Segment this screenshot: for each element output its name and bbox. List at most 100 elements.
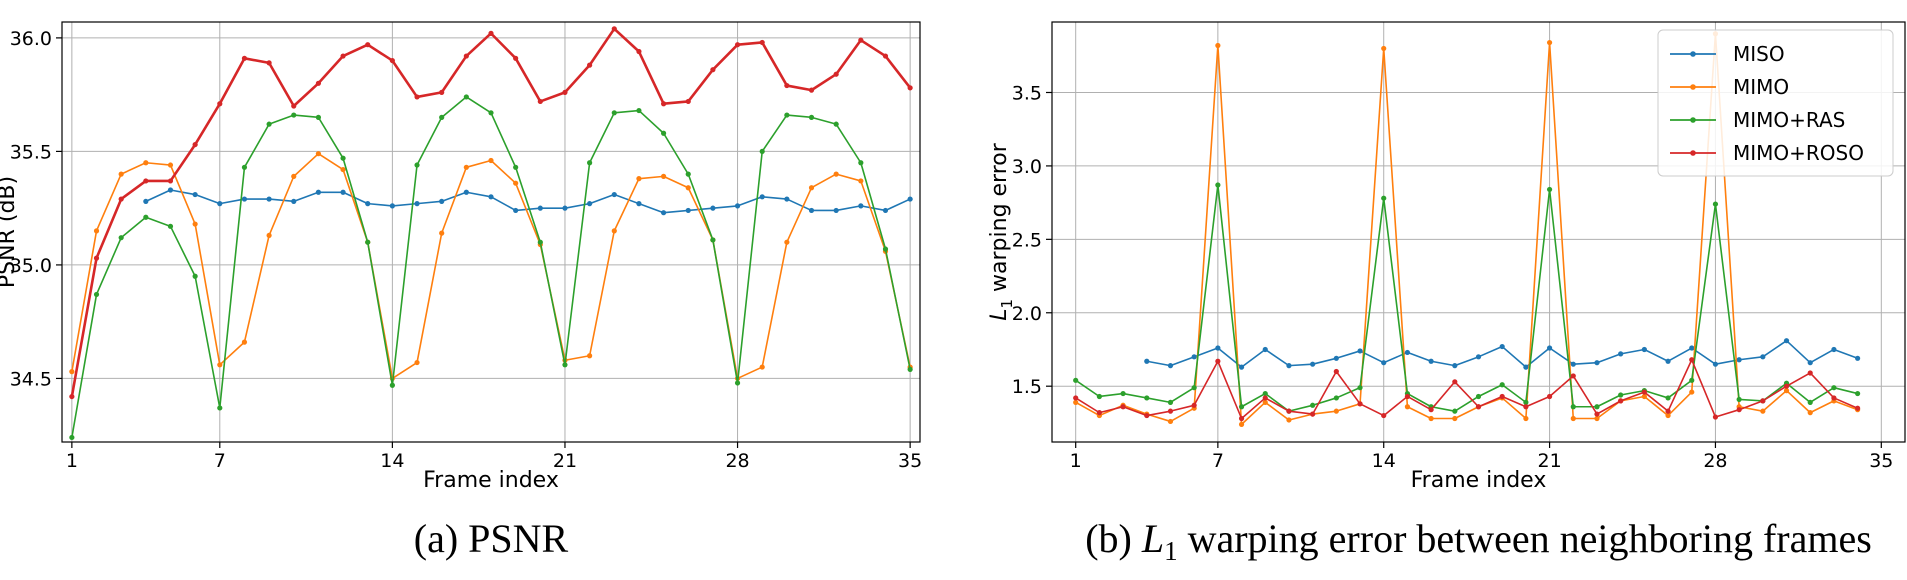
data-point	[1523, 364, 1529, 370]
data-point	[513, 207, 519, 214]
data-point	[1665, 412, 1671, 419]
data-point	[69, 393, 75, 400]
data-point	[1262, 399, 1268, 405]
data-point	[315, 114, 322, 120]
data-point	[1546, 39, 1553, 46]
data-point	[1428, 358, 1434, 364]
data-point	[1475, 393, 1482, 400]
grid-lines	[62, 22, 920, 442]
data-point	[463, 94, 469, 100]
figure-caption: (a) PSNR	[414, 516, 569, 561]
series-mimo-ras	[1073, 182, 1861, 414]
warping-chart: 1 7 14 21 28 35 1.5 2.0 2.5 3.0 3.5 Frame index L1 w…	[987, 21, 1906, 566]
data-point	[365, 42, 371, 48]
data-point	[1357, 385, 1363, 391]
data-point	[1831, 346, 1837, 353]
legend-label: MIMO+RAS	[1733, 108, 1845, 132]
data-point	[882, 207, 889, 214]
data-point	[784, 112, 790, 118]
data-point	[858, 203, 864, 209]
data-point	[217, 101, 223, 107]
data-point	[241, 196, 248, 202]
data-point	[1594, 411, 1600, 417]
data-point	[1783, 383, 1790, 389]
data-point	[636, 107, 642, 114]
data-point	[1167, 363, 1174, 369]
x-tick-label: 14	[380, 450, 404, 472]
legend-marker	[1690, 150, 1696, 156]
data-point	[1262, 395, 1268, 401]
data-point	[685, 185, 691, 191]
y-tick-label: 2.5	[1012, 229, 1042, 251]
data-point	[611, 110, 617, 116]
series-line	[70, 27, 912, 397]
data-point	[562, 205, 568, 211]
data-point	[636, 201, 642, 207]
data-point	[808, 87, 815, 93]
plot-frame	[1051, 21, 1906, 443]
data-point	[858, 178, 864, 184]
data-point	[414, 94, 420, 100]
data-point	[784, 239, 790, 245]
series-mimo-roso	[69, 26, 913, 400]
data-point	[1428, 407, 1434, 413]
data-point	[291, 112, 297, 118]
data-point	[389, 57, 395, 64]
data-point	[1689, 389, 1695, 395]
data-point	[1191, 385, 1197, 391]
series-mimo-ras	[69, 94, 913, 441]
data-point	[537, 239, 543, 245]
data-point	[93, 228, 100, 234]
data-point	[907, 366, 913, 372]
data-point	[439, 89, 445, 95]
data-point	[1712, 414, 1719, 420]
data-point	[1807, 360, 1813, 366]
data-point	[143, 198, 149, 204]
data-point	[1570, 373, 1576, 379]
psnr-chart: 1 7 14 21 28 35 34.5 35.0 35.5 36.0 Frame index PSN…	[0, 21, 922, 561]
y-tick-label: 35.5	[10, 141, 52, 163]
y-tick-label: 1.5	[1012, 376, 1042, 398]
data-point	[1783, 338, 1790, 344]
data-point	[1333, 368, 1339, 375]
legend-box	[1657, 29, 1894, 177]
data-point	[488, 30, 494, 36]
data-point	[340, 53, 346, 59]
data-point	[1855, 390, 1861, 397]
data-point	[808, 185, 815, 191]
data-point	[291, 103, 297, 109]
data-point	[1238, 364, 1245, 370]
data-point	[833, 171, 839, 177]
data-point	[660, 173, 667, 179]
data-point	[69, 434, 75, 441]
data-point	[1381, 360, 1387, 366]
y-tick-label: 34.5	[10, 368, 52, 390]
data-point	[365, 201, 371, 207]
data-point	[710, 205, 716, 211]
data-point	[660, 101, 667, 107]
data-point	[1096, 410, 1102, 416]
data-point	[389, 382, 395, 388]
data-point	[1499, 393, 1505, 400]
data-point	[439, 230, 445, 236]
data-point	[1215, 182, 1221, 188]
data-point	[1073, 399, 1079, 405]
data-point	[611, 228, 617, 234]
data-point	[1807, 399, 1813, 405]
data-point	[1073, 395, 1079, 401]
data-point	[414, 162, 420, 168]
data-point	[167, 162, 174, 168]
series-mimo	[1073, 31, 1861, 427]
data-point	[1712, 201, 1719, 207]
data-point	[1381, 412, 1387, 419]
data-point	[833, 121, 839, 127]
series-miso	[143, 187, 913, 216]
series-miso	[1144, 338, 1861, 370]
series-line	[71, 96, 911, 438]
data-point	[69, 369, 75, 375]
data-point	[1120, 390, 1126, 397]
series-mimo	[69, 151, 913, 382]
data-point	[685, 98, 691, 105]
data-point	[882, 53, 889, 59]
data-point	[1783, 388, 1790, 394]
